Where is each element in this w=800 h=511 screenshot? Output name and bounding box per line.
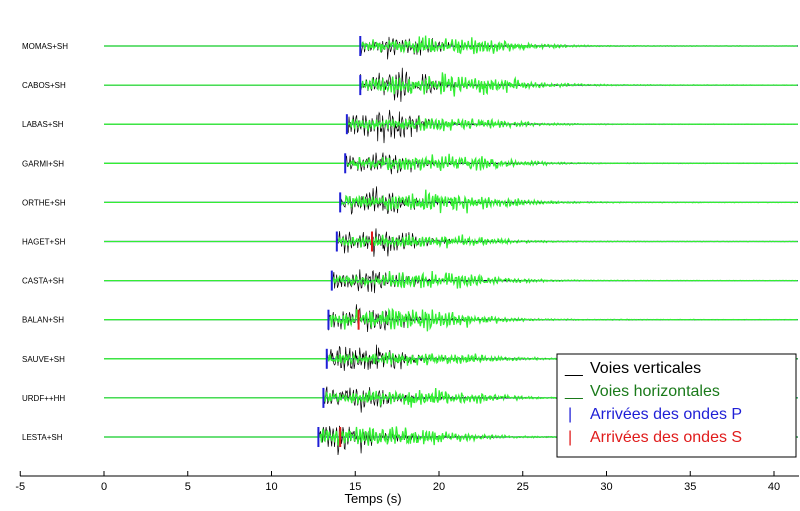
station-label: MOMAS+SH	[22, 42, 68, 51]
legend-label-vertical: Voies verticales	[590, 360, 701, 377]
station-label: LESTA+SH	[22, 433, 63, 442]
legend-label-horizontal: Voies horizontales	[590, 383, 720, 400]
x-axis-label: Temps (s)	[344, 491, 401, 506]
x-tick-label: -5	[15, 481, 25, 493]
x-tick-label: 30	[600, 481, 612, 493]
horizontal-trace	[104, 153, 798, 171]
station-label: CASTA+SH	[22, 277, 64, 286]
horizontal-trace	[104, 116, 798, 132]
vertical-trace	[104, 36, 798, 60]
legend: __ Voies verticales __ Voies horizontale…	[556, 353, 797, 458]
horizontal-trace	[104, 189, 798, 214]
station-label: URDF++HH	[22, 394, 65, 403]
legend-marker-p: |	[568, 406, 572, 423]
x-tick-label: 5	[185, 481, 191, 493]
x-tick-label: 20	[433, 481, 445, 493]
x-tick-label: 25	[517, 481, 529, 493]
legend-label-s: Arrivées des ondes S	[590, 429, 742, 446]
legend-marker-vertical: __	[564, 360, 584, 377]
legend-label-p: Arrivées des ondes P	[590, 406, 742, 423]
x-tick-label: 10	[265, 481, 277, 493]
x-tick-label: 15	[349, 481, 361, 493]
x-axis: -5 0 5 10 15 20 25 30 35 40	[15, 471, 799, 493]
legend-box	[556, 353, 797, 458]
legend-marker-horizontal: __	[564, 383, 584, 400]
station-label: GARMI+SH	[22, 159, 64, 168]
x-tick-label: 40	[768, 481, 780, 493]
station-label: LABAS+SH	[22, 120, 64, 129]
station-label: CABOS+SH	[22, 81, 66, 90]
horizontal-trace	[104, 72, 798, 97]
station-label: BALAN+SH	[22, 316, 64, 325]
station-label: ORTHE+SH	[22, 198, 66, 207]
station-labels: MOMAS+SH CABOS+SH LABAS+SH GARMI+SH ORTHE+SH…	[22, 42, 68, 442]
legend-marker-s: |	[568, 429, 572, 446]
x-tick-label: 35	[684, 481, 696, 493]
x-tick-label: 0	[101, 481, 107, 493]
horizontal-trace	[104, 35, 798, 55]
horizontal-trace	[104, 307, 798, 332]
station-label: HAGET+SH	[22, 238, 66, 247]
horizontal-trace	[104, 234, 798, 249]
horizontal-trace	[104, 271, 798, 289]
station-label: SAUVE+SH	[22, 355, 65, 364]
